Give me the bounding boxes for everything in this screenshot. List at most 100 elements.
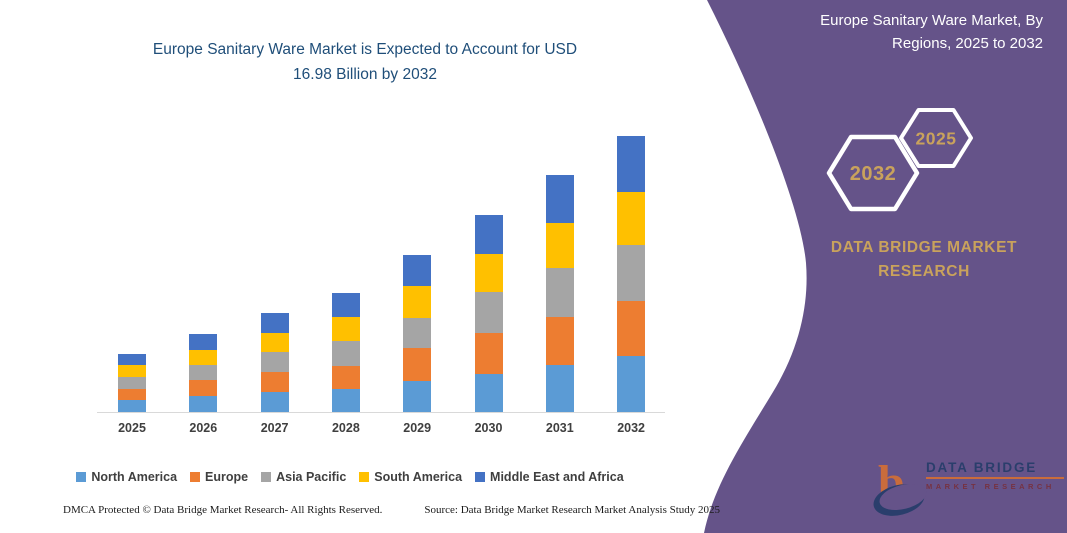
bar-segment-2030-asia-pacific: [474, 292, 503, 333]
stacked-bar-2032: [617, 136, 646, 412]
dbmr-logo-mark: b: [873, 456, 927, 516]
x-axis-line: [97, 412, 665, 413]
stacked-bar-2029: [403, 254, 432, 412]
bar-segment-2025-europe: [118, 388, 146, 400]
legend-item-asia-pacific: Asia Pacific: [261, 470, 346, 484]
x-axis-labels: 2025 2026 2027 2028 2029 2030 2031 2032: [97, 421, 665, 441]
x-tick-label-2029: 2029: [403, 421, 432, 435]
bar-segment-2026-middle-east-and-africa: [189, 334, 218, 350]
bar-segment-2030-south-america: [474, 253, 503, 293]
bar-segment-2028-europe: [331, 366, 360, 389]
x-tick-label-2030: 2030: [474, 421, 503, 435]
bar-segment-2028-middle-east-and-africa: [331, 292, 360, 318]
x-tick-label-2028: 2028: [331, 421, 360, 435]
x-tick-label-2025: 2025: [118, 421, 146, 435]
bar-segment-2025-south-america: [118, 365, 146, 378]
bar-chart-plot-area: [97, 100, 665, 413]
logo-subtitle: MARKET RESEARCH: [926, 482, 1055, 491]
stacked-bar-2028: [331, 292, 360, 412]
stacked-bar-2026: [189, 334, 218, 412]
brand-wordmark: DATA BRIDGE MARKET RESEARCH: [784, 236, 1064, 284]
purple-wave: [704, 0, 1067, 533]
bar-segment-2027-middle-east-and-africa: [260, 312, 289, 333]
x-tick-label-2027: 2027: [260, 421, 289, 435]
bar-segment-2032-south-america: [617, 191, 646, 246]
hexagon-2025: [899, 108, 973, 168]
legend-label: Europe: [205, 470, 249, 484]
bar-segment-2025-middle-east-and-africa: [118, 354, 146, 366]
bar-segment-2032-north-america: [617, 356, 646, 412]
bar-segment-2030-europe: [474, 332, 503, 375]
chart-title-line2: 16.98 Billion by 2032: [293, 65, 437, 83]
legend-swatch-icon: [190, 472, 201, 482]
panel-title-line2: Regions, 2025 to 2032: [892, 34, 1043, 52]
dbmr-logo: b DATA BRIDGE MARKET RESEARCH: [872, 452, 1064, 518]
logo-name: DATA BRIDGE: [926, 460, 1064, 479]
bar-segment-2027-south-america: [260, 332, 289, 353]
bar-segment-2029-europe: [403, 347, 432, 381]
legend-swatch-icon: [359, 472, 370, 482]
dmca-notice: DMCA Protected © Data Bridge Market Rese…: [63, 504, 383, 516]
chart-title: Europe Sanitary Ware Market is Expected …: [95, 38, 635, 88]
stacked-bar-2027: [260, 312, 289, 412]
logo-swoosh: [873, 483, 927, 516]
legend-label: North America: [91, 470, 178, 484]
brand-line1: DATA BRIDGE MARKET: [830, 239, 1018, 256]
year-hexagons: 2025 2032: [826, 108, 973, 212]
bar-segment-2030-north-america: [474, 374, 503, 412]
bar-segment-2027-north-america: [260, 391, 289, 412]
legend-item-north-america: North America: [76, 470, 177, 484]
stacked-bar-2030: [474, 215, 503, 412]
legend-label: Middle East and Africa: [490, 470, 624, 484]
legend-item-middle-east-and-africa: Middle East and Africa: [475, 470, 624, 484]
source-note: Source: Data Bridge Market Research Mark…: [424, 504, 721, 516]
bar-segment-2025-asia-pacific: [118, 377, 146, 389]
bar-segment-2029-middle-east-and-africa: [403, 254, 432, 286]
bar-segment-2027-europe: [260, 372, 289, 392]
bar-segment-2027-asia-pacific: [260, 352, 289, 372]
hexagon-2025-label: 2025: [916, 129, 957, 149]
bar-segment-2031-north-america: [545, 365, 574, 412]
legend-label: South America: [374, 470, 463, 484]
bar-segment-2025-north-america: [118, 399, 146, 412]
bar-segment-2031-middle-east-and-africa: [545, 174, 574, 224]
bar-segment-2031-europe: [545, 317, 574, 365]
hexagon-2032: [826, 134, 920, 212]
bar-segment-2032-asia-pacific: [617, 245, 646, 301]
footer: DMCA Protected © Data Bridge Market Rese…: [63, 504, 720, 516]
brand-line2: RESEARCH: [878, 263, 970, 281]
chart-title-line1: Europe Sanitary Ware Market is Expected …: [152, 41, 578, 58]
legend-swatch-icon: [261, 472, 272, 482]
bar-segment-2026-north-america: [189, 395, 218, 412]
stacked-bar-2025: [118, 354, 146, 412]
bar-segment-2030-middle-east-and-africa: [474, 215, 503, 254]
x-tick-label-2031: 2031: [545, 421, 574, 435]
bar-segment-2029-south-america: [403, 285, 432, 318]
bar-segment-2026-asia-pacific: [189, 365, 218, 381]
logo-text: DATA BRIDGE MARKET RESEARCH: [926, 460, 1064, 491]
legend-swatch-icon: [475, 472, 486, 482]
bar-segment-2028-south-america: [331, 317, 360, 342]
stacked-bar-2031: [545, 174, 574, 412]
hexagon-2032-label: 2032: [850, 163, 897, 185]
x-tick-label-2026: 2026: [189, 421, 218, 435]
panel-title-line1: Europe Sanitary Ware Market, By: [820, 12, 1043, 29]
legend-item-europe: Europe: [190, 470, 248, 484]
legend-item-south-america: South America: [359, 470, 462, 484]
legend-label: Asia Pacific: [276, 470, 347, 484]
bar-segment-2031-asia-pacific: [545, 268, 574, 318]
chart-legend: North America Europe Asia Pacific South Ame…: [0, 470, 700, 484]
bar-segment-2032-middle-east-and-africa: [617, 136, 646, 192]
bar-segment-2029-north-america: [403, 380, 432, 412]
bar-segment-2028-north-america: [331, 388, 360, 412]
x-tick-label-2032: 2032: [617, 421, 645, 435]
bar-segment-2026-europe: [189, 380, 218, 396]
panel-title: Europe Sanitary Ware Market, By Regions,…: [743, 10, 1043, 55]
bar-segment-2032-europe: [617, 300, 646, 357]
legend-swatch-icon: [76, 472, 87, 482]
bar-segment-2028-asia-pacific: [331, 341, 360, 367]
bar-segment-2031-south-america: [545, 223, 574, 269]
bar-segment-2026-south-america: [189, 349, 218, 366]
